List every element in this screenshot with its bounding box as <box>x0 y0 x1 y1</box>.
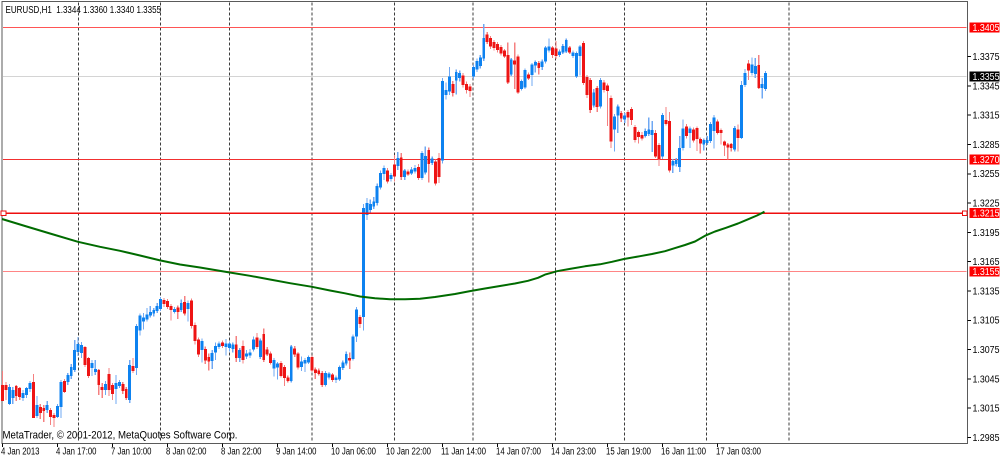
svg-text:14 Jan 23:00: 14 Jan 23:00 <box>551 447 596 457</box>
svg-text:4 Jan 2013: 4 Jan 2013 <box>1 447 40 457</box>
svg-text:1.3015: 1.3015 <box>973 404 1000 415</box>
svg-text:14 Jan 07:00: 14 Jan 07:00 <box>496 447 541 457</box>
svg-text:8 Jan 22:00: 8 Jan 22:00 <box>221 447 262 457</box>
svg-text:9 Jan 14:00: 9 Jan 14:00 <box>276 447 317 457</box>
svg-text:11 Jan 14:00: 11 Jan 14:00 <box>441 447 486 457</box>
svg-text:1.3135: 1.3135 <box>973 286 1000 297</box>
svg-text:1.3255: 1.3255 <box>973 169 1000 180</box>
svg-text:1.3375: 1.3375 <box>973 52 1000 63</box>
svg-text:16 Jan 11:00: 16 Jan 11:00 <box>661 447 706 457</box>
svg-text:1.3045: 1.3045 <box>973 374 1000 385</box>
svg-text:1.3270: 1.3270 <box>973 155 1000 166</box>
svg-text:1.3315: 1.3315 <box>973 111 1000 122</box>
svg-text:EURUSD,H1 1.3344 1.3360 1.334: EURUSD,H1 1.3344 1.3360 1.3340 1.3355 <box>6 5 162 16</box>
svg-text:7 Jan 10:00: 7 Jan 10:00 <box>111 447 152 457</box>
svg-text:1.3195: 1.3195 <box>973 228 1000 239</box>
svg-text:10 Jan 22:00: 10 Jan 22:00 <box>386 447 431 457</box>
svg-text:1.3405: 1.3405 <box>973 23 1000 34</box>
svg-text:1.2985: 1.2985 <box>973 433 1000 444</box>
svg-text:1.3355: 1.3355 <box>973 72 1000 83</box>
svg-text:1.3285: 1.3285 <box>973 140 1000 151</box>
svg-text:17 Jan 03:00: 17 Jan 03:00 <box>716 447 761 457</box>
svg-text:1.3105: 1.3105 <box>973 316 1000 327</box>
svg-text:8 Jan 02:00: 8 Jan 02:00 <box>166 447 207 457</box>
svg-text:1.3165: 1.3165 <box>973 257 1000 268</box>
svg-text:15 Jan 19:00: 15 Jan 19:00 <box>606 447 651 457</box>
svg-text:1.3075: 1.3075 <box>973 345 1000 356</box>
svg-text:1.3155: 1.3155 <box>973 267 1000 278</box>
svg-text:1.3225: 1.3225 <box>973 199 1000 210</box>
svg-text:1.3345: 1.3345 <box>973 81 1000 92</box>
svg-text:1.3215: 1.3215 <box>973 209 1000 220</box>
svg-text:10 Jan 06:00: 10 Jan 06:00 <box>331 447 376 457</box>
svg-text:MetaTrader, © 2001-2012, MetaQ: MetaTrader, © 2001-2012, MetaQuotes Soft… <box>3 430 238 442</box>
svg-text:4 Jan 17:00: 4 Jan 17:00 <box>56 447 97 457</box>
